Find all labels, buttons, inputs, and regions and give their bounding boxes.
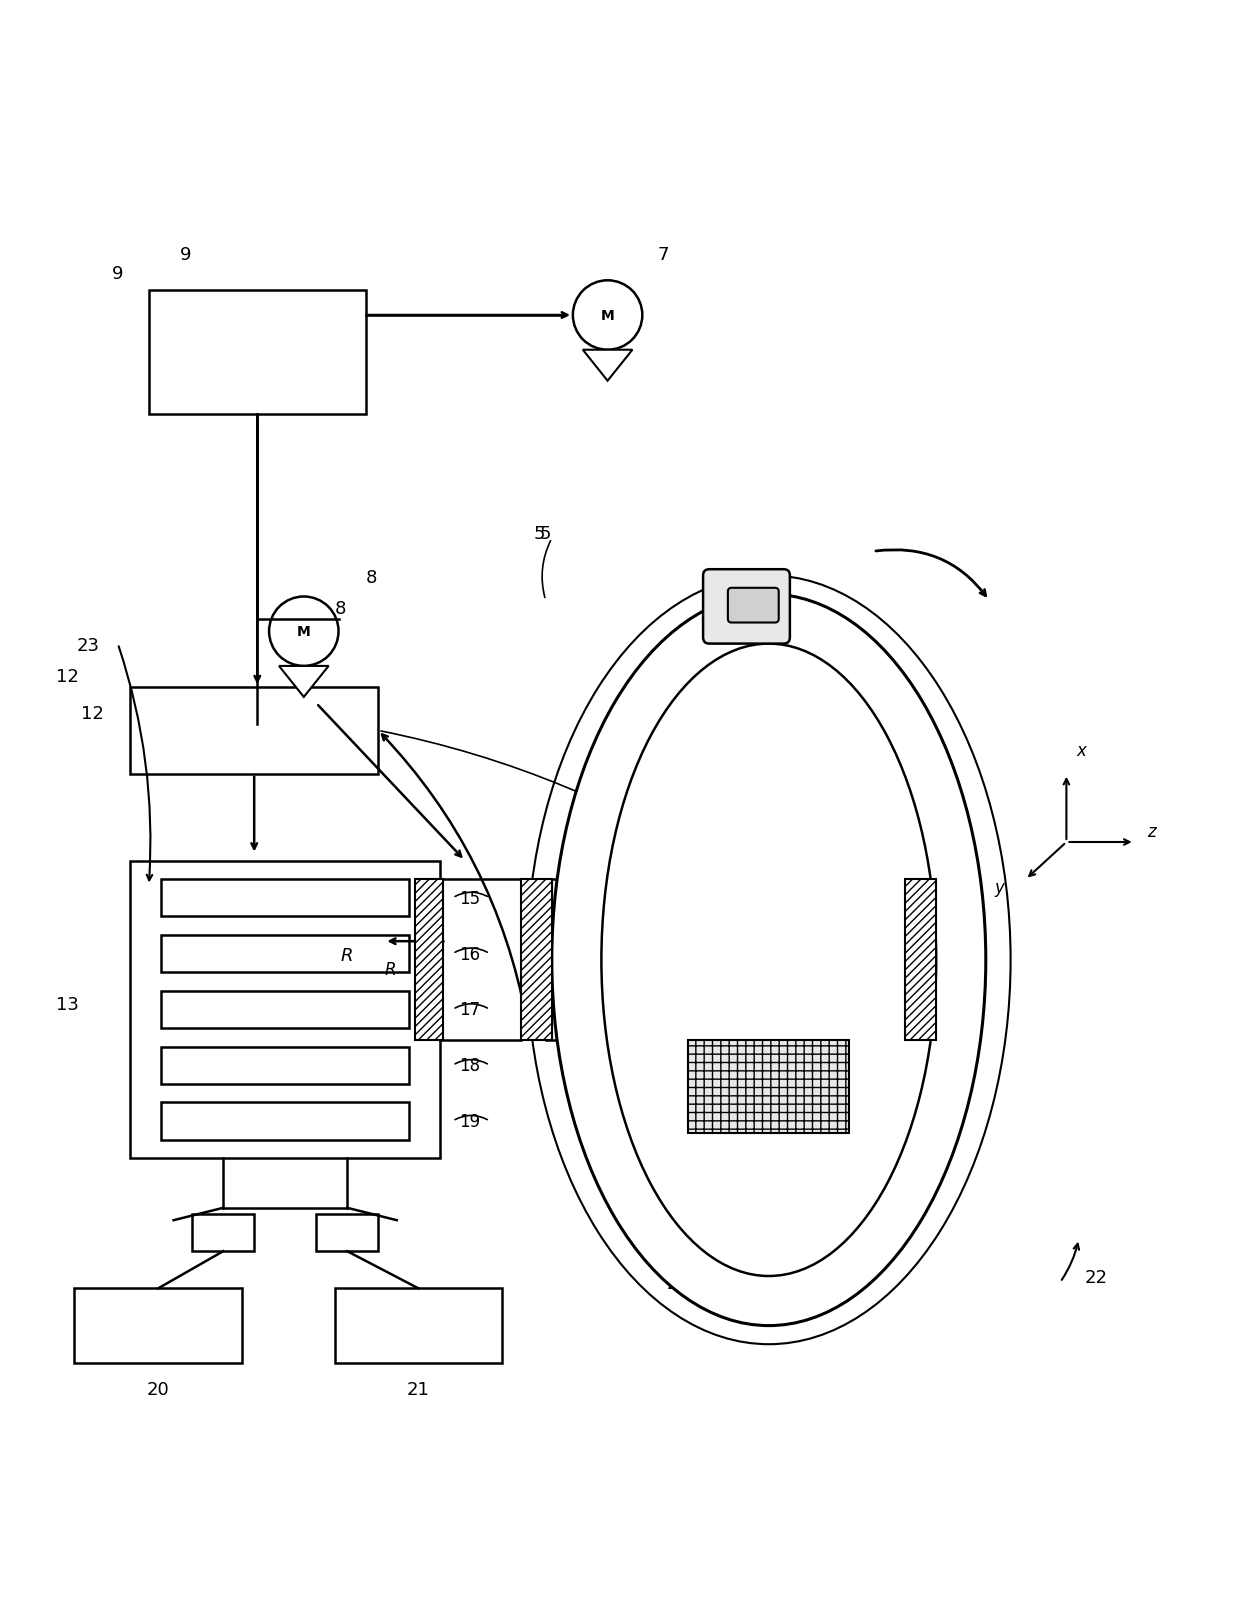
Text: 12: 12 bbox=[81, 704, 103, 722]
FancyBboxPatch shape bbox=[161, 1047, 409, 1084]
Text: 8: 8 bbox=[335, 599, 346, 617]
FancyBboxPatch shape bbox=[521, 880, 552, 1040]
FancyBboxPatch shape bbox=[192, 1214, 254, 1251]
Ellipse shape bbox=[552, 594, 986, 1326]
FancyBboxPatch shape bbox=[161, 935, 409, 972]
Text: 16: 16 bbox=[459, 945, 480, 962]
Text: M: M bbox=[600, 308, 615, 323]
Text: z: z bbox=[1147, 823, 1156, 841]
Text: y: y bbox=[994, 878, 1004, 896]
FancyBboxPatch shape bbox=[316, 1214, 378, 1251]
FancyBboxPatch shape bbox=[161, 880, 409, 917]
Text: 21: 21 bbox=[407, 1380, 430, 1397]
FancyBboxPatch shape bbox=[161, 1102, 409, 1139]
Text: 2: 2 bbox=[667, 1274, 678, 1292]
Text: 19: 19 bbox=[459, 1112, 480, 1130]
FancyBboxPatch shape bbox=[415, 880, 443, 1040]
Text: 7: 7 bbox=[657, 247, 668, 265]
Ellipse shape bbox=[601, 644, 936, 1276]
FancyBboxPatch shape bbox=[728, 589, 779, 623]
Text: 13: 13 bbox=[56, 997, 78, 1014]
Polygon shape bbox=[583, 351, 632, 381]
Text: 9: 9 bbox=[180, 247, 191, 265]
Text: x: x bbox=[1076, 742, 1086, 760]
Text: 9: 9 bbox=[112, 265, 123, 282]
Text: 18: 18 bbox=[459, 1057, 480, 1074]
Text: 12: 12 bbox=[56, 667, 78, 685]
Text: 17: 17 bbox=[459, 1001, 480, 1019]
Text: 1: 1 bbox=[905, 742, 916, 760]
Text: M: M bbox=[296, 625, 311, 639]
Text: 6: 6 bbox=[738, 878, 749, 896]
FancyBboxPatch shape bbox=[703, 570, 790, 644]
Text: 4: 4 bbox=[930, 872, 941, 889]
FancyBboxPatch shape bbox=[546, 880, 930, 1040]
Polygon shape bbox=[279, 667, 329, 698]
FancyBboxPatch shape bbox=[688, 1040, 849, 1134]
FancyBboxPatch shape bbox=[335, 1289, 502, 1363]
Text: 20: 20 bbox=[146, 1380, 170, 1397]
Text: 5: 5 bbox=[539, 524, 551, 542]
FancyBboxPatch shape bbox=[149, 291, 366, 415]
Text: FIG. 1: FIG. 1 bbox=[738, 990, 825, 1018]
FancyBboxPatch shape bbox=[905, 880, 936, 1040]
Text: R: R bbox=[384, 961, 397, 979]
FancyBboxPatch shape bbox=[161, 992, 409, 1029]
Text: 15: 15 bbox=[459, 889, 480, 907]
Text: 3: 3 bbox=[918, 1096, 929, 1113]
FancyBboxPatch shape bbox=[74, 1289, 242, 1363]
FancyBboxPatch shape bbox=[130, 862, 440, 1159]
FancyBboxPatch shape bbox=[130, 688, 378, 774]
Text: 23: 23 bbox=[77, 636, 100, 654]
Text: 8: 8 bbox=[366, 568, 377, 586]
Text: 22: 22 bbox=[1085, 1269, 1109, 1287]
Text: 5: 5 bbox=[533, 524, 544, 542]
Text: R: R bbox=[341, 946, 353, 964]
